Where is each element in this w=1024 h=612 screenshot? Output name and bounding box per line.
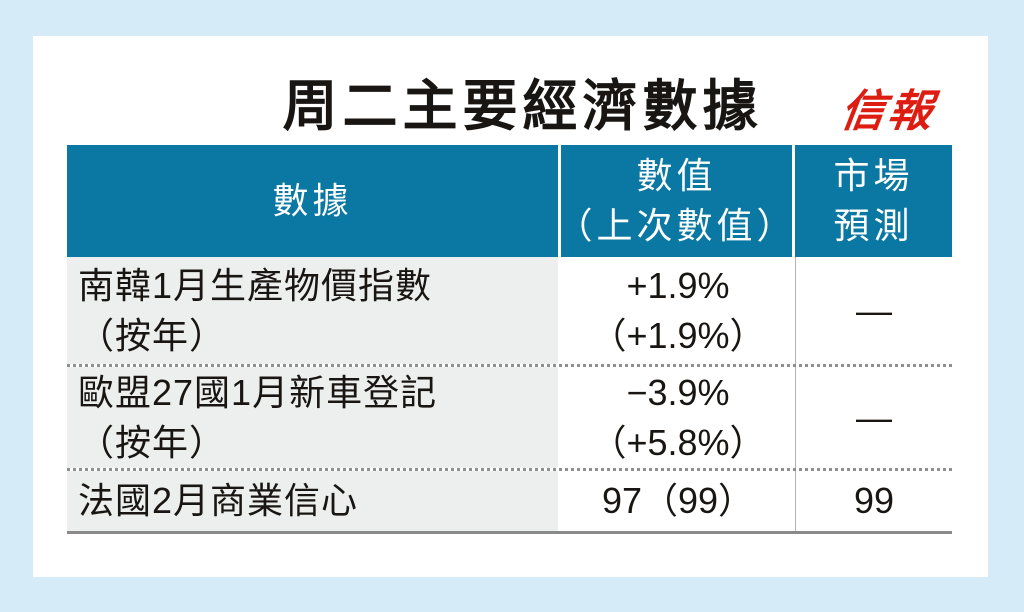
indicator-name-line2: （按年） <box>78 421 227 463</box>
forecast-value: — <box>856 396 892 438</box>
column-header-value-line1: 數值 <box>636 155 717 196</box>
indicator-name-cell: 歐盟27國1月新車登記 （按年） <box>67 367 561 468</box>
column-header-data-label: 數據 <box>272 180 353 221</box>
forecast-value: 99 <box>853 480 895 521</box>
value-line2: （+1.9%） <box>590 314 766 356</box>
column-header-forecast: 市場 預測 <box>795 145 952 257</box>
news-graphic-card: 周二主要經濟數據 信報 數據 數值 （上次數值） 市場 預測 南韓1月生產物價指… <box>33 36 988 577</box>
forecast-cell: — <box>795 367 952 468</box>
economic-data-table: 數據 數值 （上次數值） 市場 預測 南韓1月生產物價指數 （按年） +1.9%… <box>67 145 952 534</box>
table-row: 南韓1月生產物價指數 （按年） +1.9% （+1.9%） — <box>67 257 952 364</box>
column-header-value: 數值 （上次數值） <box>557 145 795 257</box>
value-cell: +1.9% （+1.9%） <box>561 257 795 364</box>
value-line1: +1.9% <box>626 264 730 306</box>
value-cell: −3.9% （+5.8%） <box>561 367 795 468</box>
column-header-forecast-line1: 市場 <box>833 155 914 196</box>
forecast-value: — <box>856 289 892 331</box>
graphic-title: 周二主要經濟數據 <box>282 75 763 137</box>
indicator-name-line1: 南韓1月生產物價指數 <box>78 264 433 306</box>
forecast-cell: — <box>795 257 952 364</box>
indicator-name-line2: （按年） <box>78 314 227 356</box>
value-line1: −3.9% <box>626 371 730 413</box>
value-cell: 97（99） <box>561 471 795 531</box>
indicator-name-cell: 法國2月商業信心 <box>67 471 561 531</box>
value-line2: （+5.8%） <box>590 421 766 463</box>
value-line1: 97（99） <box>601 480 755 521</box>
column-header-forecast-line2: 預測 <box>833 205 914 246</box>
indicator-name-line1: 歐盟27國1月新車登記 <box>78 371 438 413</box>
table-row: 歐盟27國1月新車登記 （按年） −3.9% （+5.8%） — <box>67 364 952 468</box>
forecast-cell: 99 <box>795 471 952 531</box>
column-header-data: 數據 <box>67 145 561 257</box>
column-header-value-line2: （上次數值） <box>556 205 797 246</box>
indicator-name-cell: 南韓1月生產物價指數 （按年） <box>67 257 561 364</box>
hkej-logo: 信報 <box>837 86 939 137</box>
indicator-name-line1: 法國2月商業信心 <box>78 480 359 521</box>
table-header-row: 數據 數值 （上次數值） 市場 預測 <box>67 145 952 257</box>
table-row: 法國2月商業信心 97（99） 99 <box>67 468 952 531</box>
